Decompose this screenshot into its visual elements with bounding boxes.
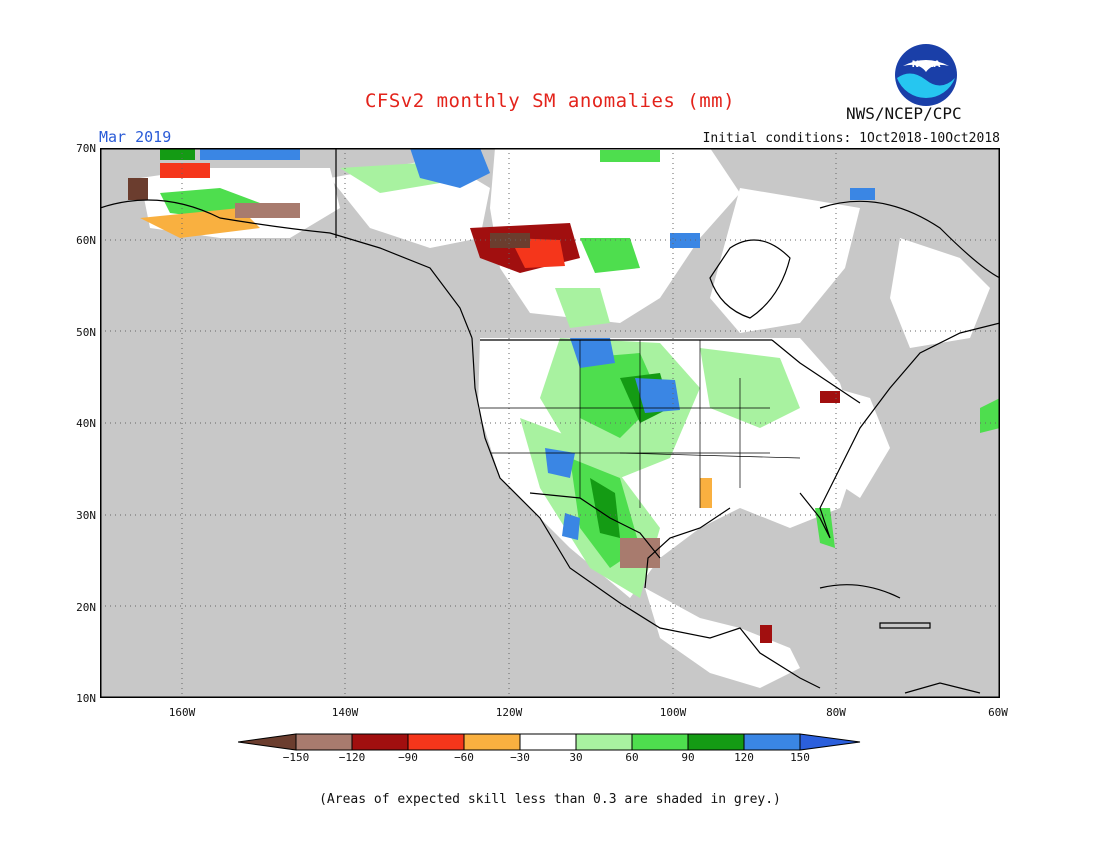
lon-label: 100W bbox=[659, 706, 687, 719]
colorbar-label: −90 bbox=[398, 751, 418, 764]
lat-label: 70N bbox=[76, 142, 96, 155]
colorbar-left-arrow bbox=[238, 733, 297, 751]
colorbar-segment bbox=[575, 733, 633, 751]
dry-anomaly-areas bbox=[128, 163, 840, 643]
colorbar-segment bbox=[295, 733, 353, 751]
colorbar-label: −30 bbox=[510, 751, 530, 764]
colorbar-label: 60 bbox=[625, 751, 639, 764]
lon-label: 140W bbox=[331, 706, 359, 719]
map-frame bbox=[100, 148, 1000, 698]
agency-label: NWS/NCEP/CPC bbox=[846, 104, 962, 123]
lat-label: 40N bbox=[76, 417, 96, 430]
lon-label: 60W bbox=[988, 706, 1008, 719]
lat-label: 50N bbox=[76, 326, 96, 339]
noaa-logo: NOAA bbox=[895, 44, 957, 106]
colorbar-label: 150 bbox=[790, 751, 810, 764]
lat-label: 60N bbox=[76, 234, 96, 247]
colorbar-segment bbox=[743, 733, 801, 751]
lon-label: 160W bbox=[168, 706, 196, 719]
colorbar bbox=[238, 733, 861, 751]
colorbar-right-arrow bbox=[799, 733, 861, 751]
colorbar-segment bbox=[407, 733, 465, 751]
colorbar-label: −120 bbox=[338, 751, 366, 764]
lon-label: 80W bbox=[826, 706, 846, 719]
colorbar-segment bbox=[519, 733, 577, 751]
logo-text: NOAA bbox=[912, 60, 941, 70]
lat-label: 30N bbox=[76, 509, 96, 522]
colorbar-label: 90 bbox=[681, 751, 695, 764]
forecast-month: Mar 2019 bbox=[99, 128, 172, 146]
colorbar-segment bbox=[631, 733, 689, 751]
state-borders bbox=[480, 340, 801, 508]
colorbar-label: 30 bbox=[569, 751, 583, 764]
skill-footnote: (Areas of expected skill less than 0.3 a… bbox=[319, 792, 781, 807]
initial-conditions: Initial conditions: 1Oct2018-10Oct2018 bbox=[702, 131, 1000, 146]
colorbar-label: −150 bbox=[282, 751, 310, 764]
graticule bbox=[100, 148, 1000, 698]
colorbar-segment bbox=[687, 733, 745, 751]
anomaly-map bbox=[100, 148, 1000, 698]
lat-label: 20N bbox=[76, 601, 96, 614]
colorbar-segment bbox=[463, 733, 521, 751]
coastlines bbox=[100, 148, 1000, 694]
colorbar-label: 120 bbox=[734, 751, 754, 764]
colorbar-label: −60 bbox=[454, 751, 474, 764]
lon-label: 120W bbox=[495, 706, 523, 719]
lat-label: 10N bbox=[76, 692, 96, 705]
colorbar-segment bbox=[351, 733, 409, 751]
map-title: CFSv2 monthly SM anomalies (mm) bbox=[364, 90, 736, 112]
strong-wet-areas bbox=[200, 148, 875, 540]
